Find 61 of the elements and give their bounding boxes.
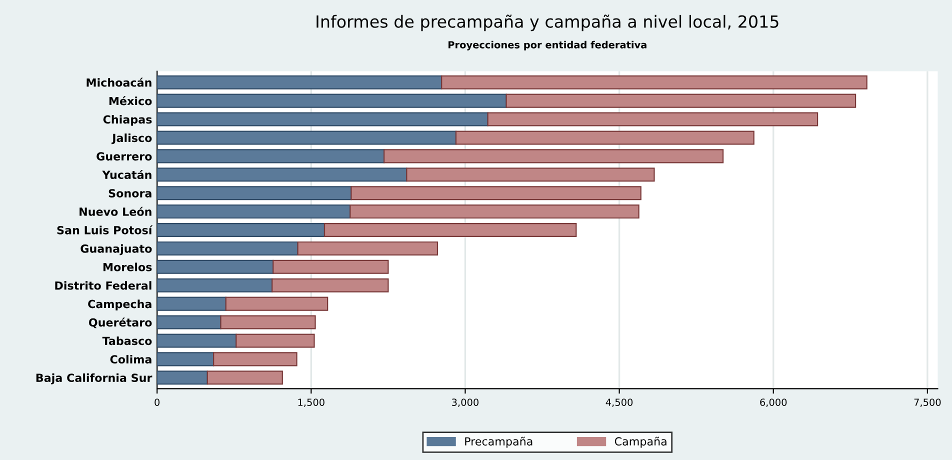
bar <box>406 168 655 182</box>
bar <box>206 370 283 385</box>
chart-subtitle: Proyecciones por entidad federativa <box>448 40 646 50</box>
y-tick-label: Nuevo León <box>80 206 152 216</box>
bar <box>272 278 389 292</box>
x-tick-label: 7,500 <box>914 398 941 407</box>
bar <box>157 204 351 219</box>
x-tick-label: 1,500 <box>298 398 324 407</box>
bar <box>350 186 642 200</box>
y-tick-label: Yucatán <box>102 170 152 180</box>
bar <box>157 370 208 385</box>
y-tick-label: Michoacán <box>86 78 152 87</box>
bar <box>157 94 507 108</box>
y-tick-label: Baja California Sur <box>36 373 152 384</box>
y-tick-label: Morelos <box>103 262 152 272</box>
bar <box>157 260 274 274</box>
bar <box>157 112 488 126</box>
y-tick-label: Jalisco <box>112 134 152 144</box>
y-tick-label: México <box>109 96 152 106</box>
bar <box>324 222 577 238</box>
y-tick-label: Chiapas <box>103 115 152 126</box>
x-tick-label: 3,000 <box>452 398 478 407</box>
y-tick-label: Sonora <box>108 189 152 198</box>
bar <box>157 186 352 200</box>
y-tick-label: Querétaro <box>88 318 152 328</box>
bar <box>157 168 408 182</box>
bar <box>157 352 214 366</box>
y-tick-label: Campecha <box>88 300 152 310</box>
bar <box>220 315 316 330</box>
y-tick-label: Tabasco <box>102 336 152 346</box>
bar <box>455 130 754 145</box>
bar <box>225 296 328 311</box>
bar <box>157 334 237 348</box>
bar <box>157 222 326 238</box>
bar <box>487 112 818 126</box>
bar <box>272 260 389 274</box>
bar <box>157 241 298 256</box>
legend-label: Precampaña <box>465 436 532 448</box>
bar <box>157 296 226 311</box>
y-tick-label: Guanajuato <box>80 244 152 256</box>
chart-title: Informes de precampaña y campaña a nivel local, 2015 <box>316 14 778 32</box>
x-tick-label: 0 <box>154 398 160 406</box>
bar <box>236 334 315 348</box>
bar <box>441 75 868 90</box>
x-tick-label: 4,500 <box>606 398 633 407</box>
y-tick-label: San Luis Potosí <box>57 225 153 234</box>
y-tick-label: Guerrero <box>96 152 152 161</box>
bar <box>157 315 222 330</box>
bar <box>157 75 442 90</box>
bar <box>384 149 724 164</box>
x-tick-label: 6,000 <box>760 398 787 407</box>
bar <box>157 278 273 292</box>
bar <box>350 204 640 219</box>
y-tick-label: Distrito Federal <box>55 281 152 290</box>
y-tick-label: Colima <box>110 354 152 364</box>
bar <box>297 241 438 256</box>
bar <box>213 352 298 366</box>
bar <box>157 149 385 164</box>
bar <box>506 94 856 108</box>
legend-label: Campaña <box>614 436 666 448</box>
bar <box>157 130 457 145</box>
